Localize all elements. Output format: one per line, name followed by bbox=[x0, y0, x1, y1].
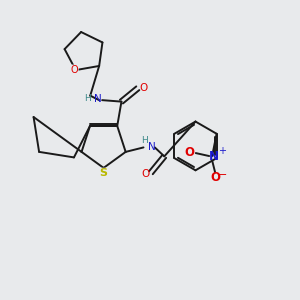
Text: O: O bbox=[70, 65, 78, 75]
Text: N: N bbox=[148, 142, 156, 152]
Text: −: − bbox=[218, 170, 227, 180]
Text: O: O bbox=[141, 169, 150, 179]
Text: O: O bbox=[210, 171, 220, 184]
Text: N: N bbox=[94, 94, 101, 104]
Text: S: S bbox=[100, 168, 108, 178]
Text: H: H bbox=[142, 136, 148, 146]
Text: O: O bbox=[139, 83, 147, 93]
Text: O: O bbox=[185, 146, 195, 159]
Text: +: + bbox=[218, 146, 226, 156]
Text: N: N bbox=[208, 149, 219, 163]
Text: H: H bbox=[85, 94, 91, 103]
